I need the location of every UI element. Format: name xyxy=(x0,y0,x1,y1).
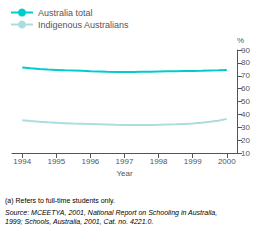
svg-text:20: 20 xyxy=(241,136,250,145)
svg-text:60: 60 xyxy=(241,84,250,93)
svg-text:50: 50 xyxy=(241,97,250,106)
svg-text:70: 70 xyxy=(241,71,250,80)
svg-text:1994: 1994 xyxy=(13,157,31,166)
svg-text:2000: 2000 xyxy=(218,157,236,166)
svg-text:10: 10 xyxy=(241,149,250,158)
svg-text:Australia total: Australia total xyxy=(38,8,93,18)
svg-text:Year: Year xyxy=(116,169,133,178)
svg-text:1995: 1995 xyxy=(47,157,65,166)
svg-text:1999; Schools, Australia, 2001: 1999; Schools, Australia, 2001, Cat. no.… xyxy=(5,218,153,225)
svg-text:1997: 1997 xyxy=(116,157,134,166)
svg-text:40: 40 xyxy=(241,110,250,119)
svg-text:1999: 1999 xyxy=(184,157,202,166)
svg-text:1998: 1998 xyxy=(150,157,168,166)
svg-text:90: 90 xyxy=(241,46,250,55)
svg-text:Source: MCEETYA, 2001, Nationa: Source: MCEETYA, 2001, National Report o… xyxy=(5,209,217,217)
svg-text:80: 80 xyxy=(241,58,250,67)
svg-text:%: % xyxy=(237,36,244,45)
svg-text:1996: 1996 xyxy=(82,157,100,166)
svg-text:30: 30 xyxy=(241,123,250,132)
svg-text:(a) Refers to full-time studen: (a) Refers to full-time students only. xyxy=(5,197,115,205)
svg-text:Indigenous Australians: Indigenous Australians xyxy=(38,20,129,30)
